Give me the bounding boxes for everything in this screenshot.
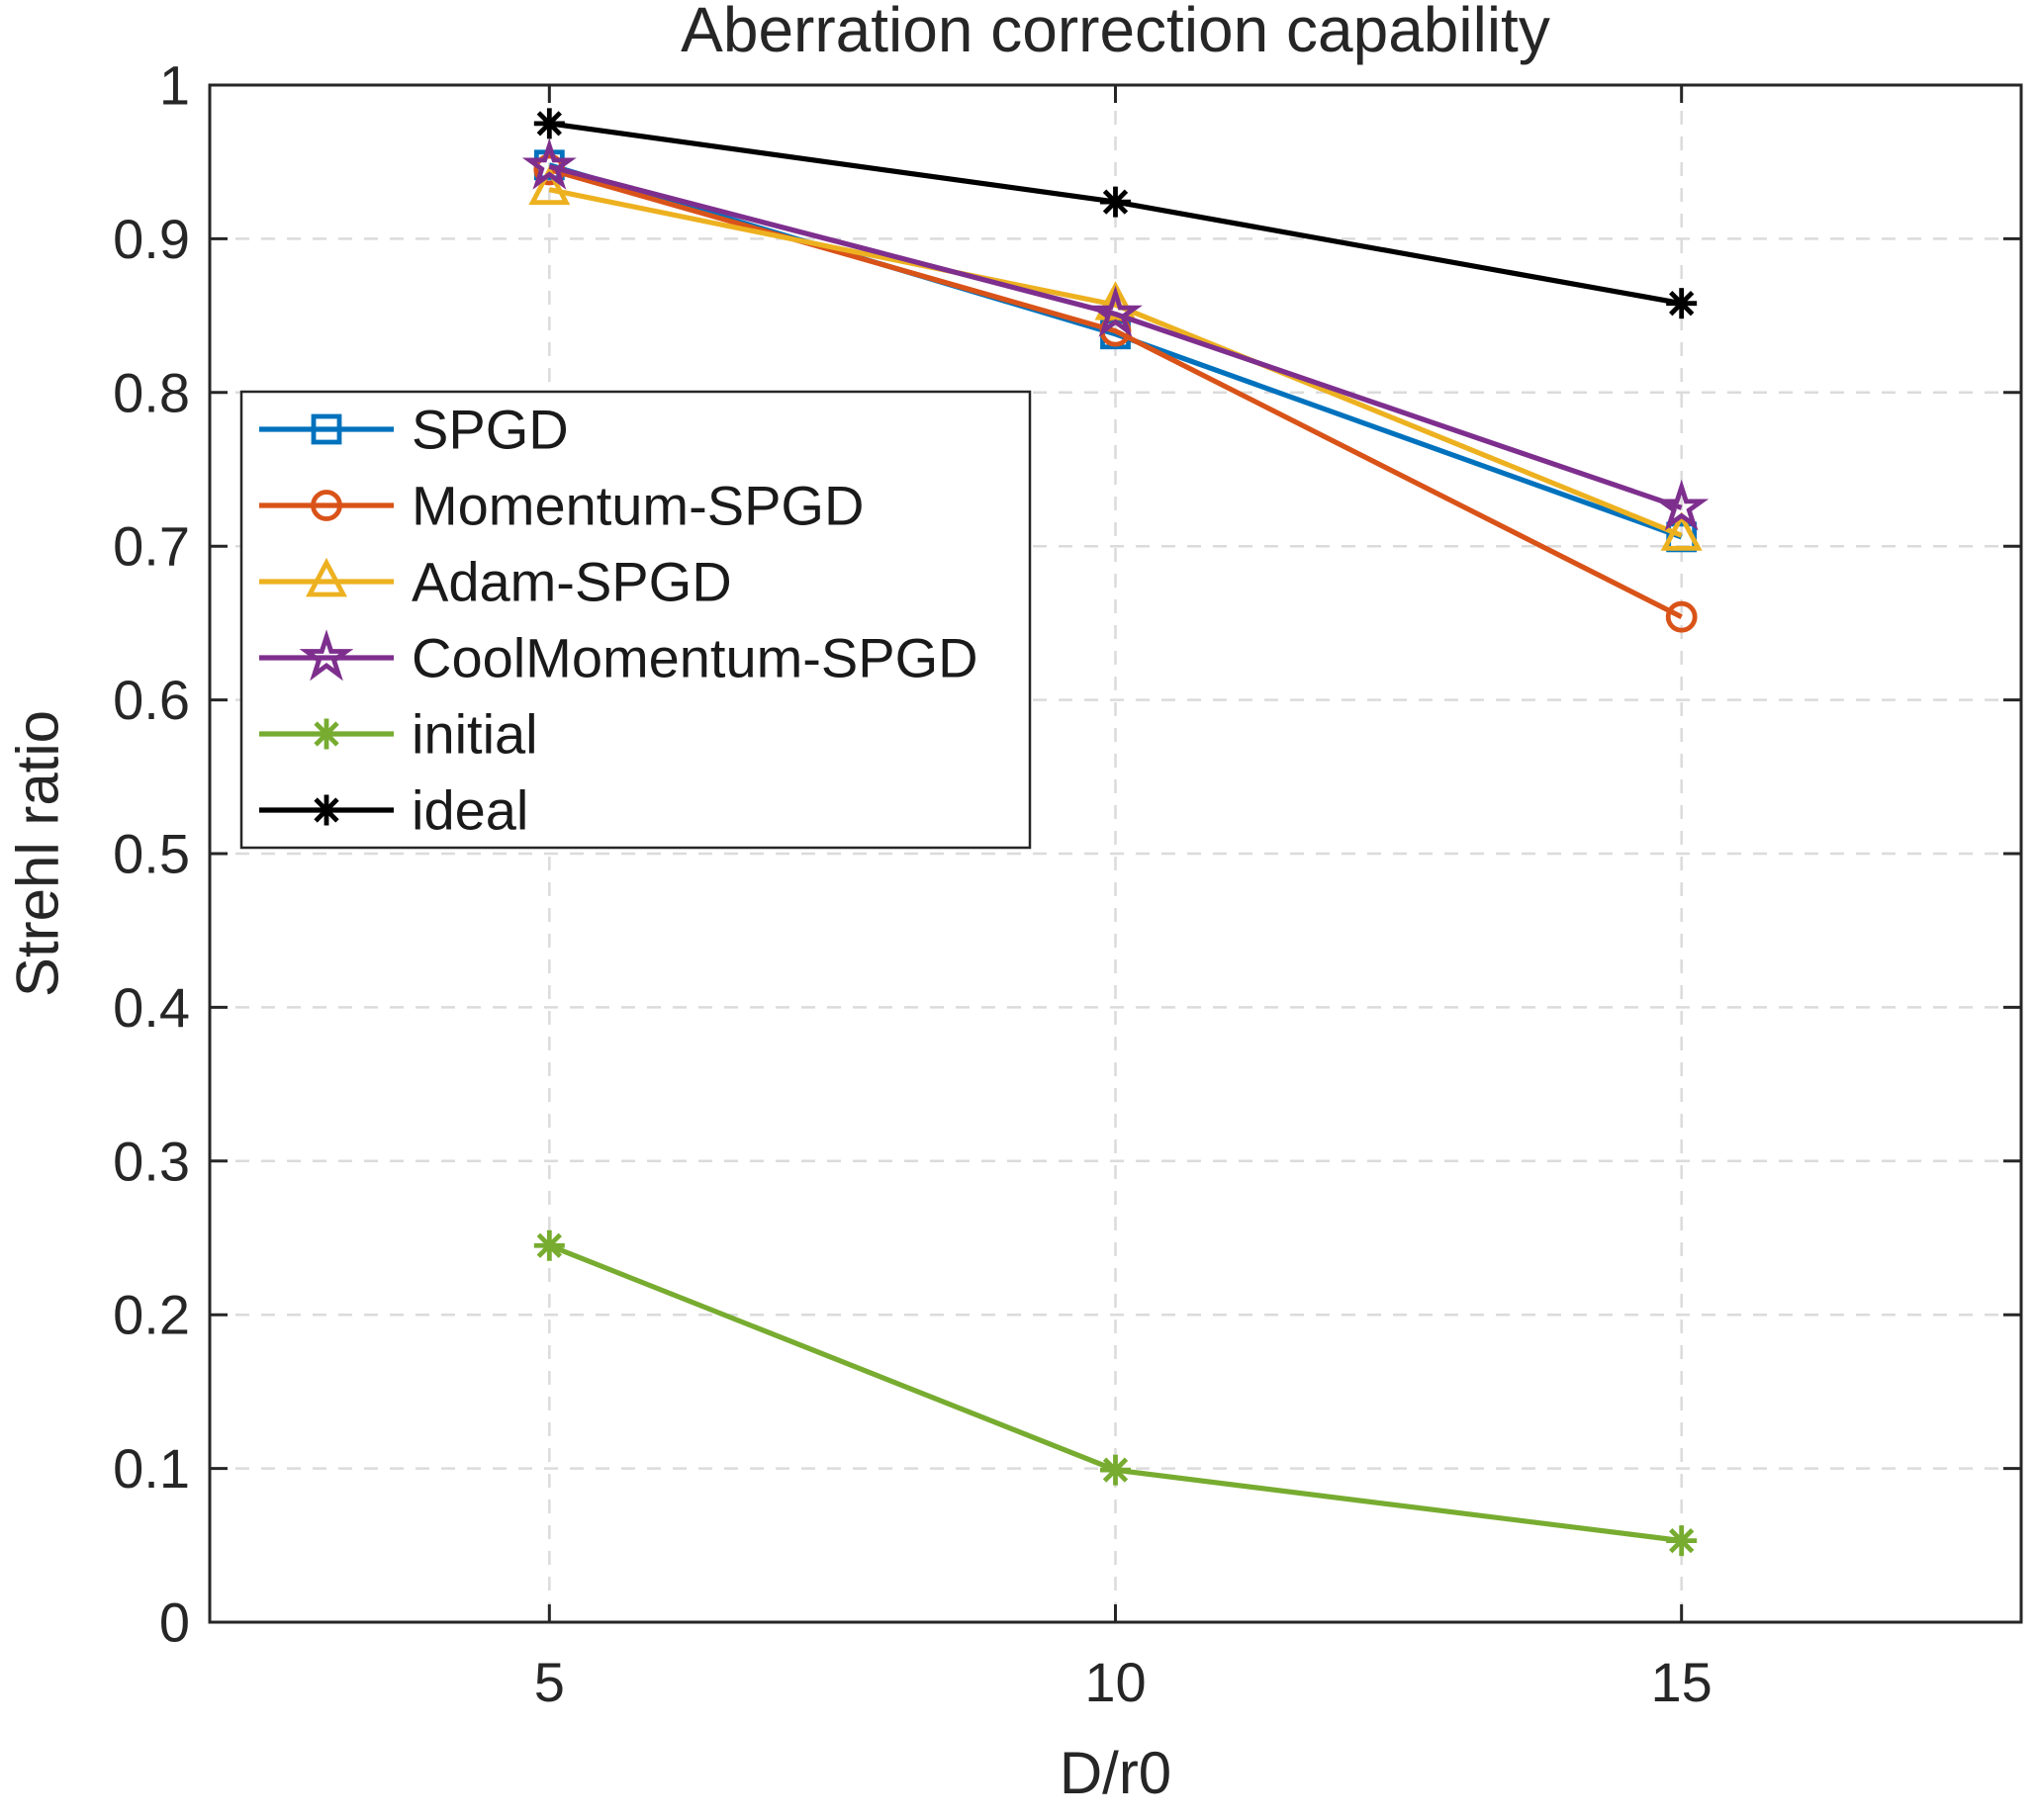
circle-marker-icon [1665,600,1698,633]
y-tick-label: 0.7 [113,515,190,578]
asterisk-marker-icon [1666,1525,1698,1557]
square-marker-icon [311,413,342,445]
triangle-marker-icon [1094,281,1137,320]
axes [208,83,2023,1624]
star-marker-icon [521,137,577,190]
legend-item: initial [259,703,538,766]
legend-item-label: ideal [412,779,528,842]
triangle-marker-icon [306,557,347,597]
series-ideal [533,108,1698,319]
x-tick-label: 10 [1084,1651,1146,1713]
legend-item: Momentum-SPGD [259,475,864,537]
asterisk-marker-icon [1100,1454,1131,1486]
x-axis-label: D/r0 [1059,1740,1172,1806]
y-tick-label: 0.1 [113,1437,190,1500]
asterisk-marker-icon [1666,288,1698,319]
asterisk-marker-icon [533,1229,565,1261]
y-tick-label: 0.6 [113,669,190,731]
legend-item-label: CoolMomentum-SPGD [412,627,978,689]
legend-item: Adam-SPGD [259,551,732,613]
chart-title: Aberration correction capability [681,0,1550,65]
x-tick-label: 15 [1651,1651,1712,1713]
y-tick-label: 0 [159,1592,190,1654]
y-tick-label: 1 [159,54,190,117]
series-line [548,166,1683,620]
y-tick-label: 0.2 [113,1284,190,1346]
legend-item-label: SPGD [412,399,569,461]
asterisk-marker-icon [1100,186,1131,218]
y-tick-label: 0.8 [113,361,190,423]
y-tick-label: 0.4 [113,976,190,1039]
series-line [548,163,1683,510]
legend: SPGD Momentum-SPGD Adam-SPGD CoolMomentum-S… [239,390,1032,850]
star-marker-icon [299,629,354,682]
legend-box [239,390,1032,850]
y-tick-label: 0.5 [113,823,190,885]
triangle-marker-icon [528,165,571,206]
legend-item: CoolMomentum-SPGD [259,627,978,689]
legend-item-label: initial [412,703,538,766]
series-line [548,187,1683,538]
y-tick-label: 0.9 [113,208,190,270]
asterisk-marker-icon [533,108,565,139]
y-tick-label: 0.3 [113,1130,190,1192]
tick-labels: 00.10.20.30.40.50.60.70.80.915 10 15 [113,54,1712,1714]
legend-item: ideal [259,779,528,842]
triangle-marker-icon [1660,511,1703,551]
legend-item-label: Adam-SPGD [412,551,732,613]
asterisk-marker-icon [311,794,342,826]
asterisk-marker-icon [311,718,342,750]
legend-item-label: Momentum-SPGD [412,475,864,537]
legend-item: SPGD [259,399,569,461]
x-tick-label: 5 [534,1651,565,1713]
star-marker-icon [1088,285,1143,337]
star-marker-icon [1654,479,1710,531]
series-initial [533,1229,1698,1557]
circle-marker-icon [311,490,342,521]
series-Adam-SPGD [528,165,1703,551]
series-CoolMomentum-SPGD [521,137,1710,531]
